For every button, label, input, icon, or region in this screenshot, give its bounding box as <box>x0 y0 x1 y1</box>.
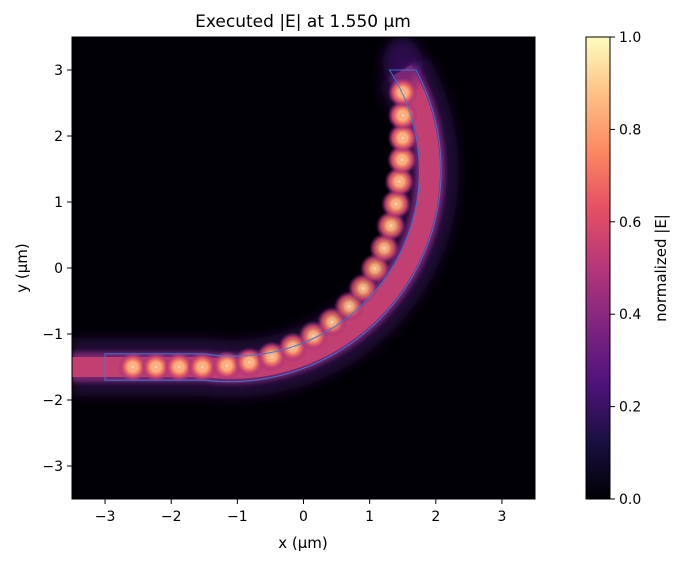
field-hotspot-core <box>325 316 338 329</box>
colorbar-tick-label: 0.2 <box>619 400 641 416</box>
x-axis-label: x (µm) <box>278 534 328 552</box>
field-layer <box>72 37 460 398</box>
y-axis: −3 −2 −1 0 1 2 3 <box>42 63 72 475</box>
field-hotspot-core <box>173 361 186 373</box>
field-hotspot-core <box>126 361 139 373</box>
colorbar-tick-label: 0.0 <box>619 492 641 508</box>
x-tick-label: 1 <box>365 509 374 525</box>
colorbar-label: normalized |E| <box>652 214 670 322</box>
y-tick-label: 0 <box>54 261 63 277</box>
chart-title: Executed |E| at 1.550 µm <box>195 12 411 32</box>
waveguide-outline <box>104 69 442 383</box>
x-tick-label: −1 <box>227 509 248 525</box>
y-tick-label: 1 <box>54 195 63 211</box>
y-tick-label: 3 <box>54 63 63 79</box>
field-hotspot-core <box>393 175 406 188</box>
colorbar-tick-label: 0.8 <box>619 122 641 138</box>
field-hotspot-core <box>343 300 356 313</box>
plot-background <box>72 37 535 499</box>
field-hotspot-core <box>378 242 391 255</box>
field-hotspot-core <box>396 86 409 99</box>
field-hotspot-core <box>243 356 256 369</box>
field-hotspot-core <box>220 359 233 372</box>
y-axis-label: y (µm) <box>13 243 31 293</box>
output-radiation <box>382 37 423 90</box>
colorbar-tick-label: 0.6 <box>619 215 641 231</box>
field-hotspot-core <box>196 361 209 373</box>
y-tick-label: −2 <box>42 393 63 409</box>
y-tick-label: −1 <box>42 327 63 343</box>
field-hotspot-core <box>396 109 409 122</box>
x-tick-label: −3 <box>95 509 116 525</box>
y-tick-label: 2 <box>54 129 63 145</box>
x-tick-label: 0 <box>299 509 308 525</box>
x-tick-label: −2 <box>161 509 182 525</box>
field-hotspot-core <box>384 219 397 232</box>
colorbar-axis: 0.0 0.2 0.4 0.6 0.8 1.0 <box>610 30 641 508</box>
colorbar-tick-label: 0.4 <box>619 307 641 323</box>
y-tick-label: −3 <box>42 459 63 475</box>
field-hotspot-core <box>368 262 381 275</box>
field-hotspot-core <box>396 153 409 166</box>
colorbar-tick-label: 1.0 <box>619 30 641 46</box>
field-hotspot-core <box>396 131 409 144</box>
x-tick-label: 2 <box>431 509 440 525</box>
field-hotspot-core <box>390 197 403 210</box>
x-tick-label: 3 <box>497 509 506 525</box>
colorbar <box>585 36 611 500</box>
field-hotspot-core <box>357 282 370 295</box>
waveguide-edge <box>104 69 442 383</box>
field-hotspot-core <box>150 361 163 373</box>
field-hotspot-core <box>307 329 320 342</box>
x-axis: −3 −2 −1 0 1 2 3 <box>95 499 506 525</box>
